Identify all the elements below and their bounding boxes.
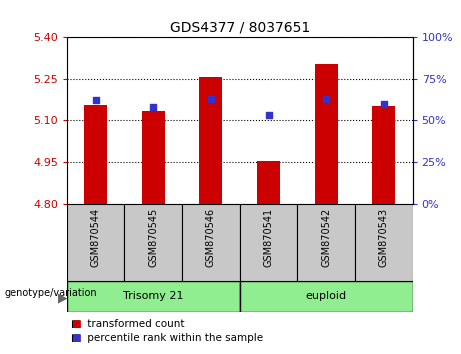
Point: [92, 98, 99, 103]
Bar: [67, 281, 240, 312]
Text: Trisomy 21: Trisomy 21: [123, 291, 183, 302]
Bar: [84, 105, 107, 204]
Point: [322, 96, 330, 102]
Point: [265, 113, 272, 118]
Bar: [257, 161, 280, 204]
Bar: [240, 204, 297, 281]
Bar: [124, 204, 182, 281]
Bar: [297, 204, 355, 281]
Text: GSM870543: GSM870543: [379, 207, 389, 267]
Point: [149, 104, 157, 110]
Text: GSM870542: GSM870542: [321, 207, 331, 267]
Point: [380, 101, 387, 107]
Bar: [240, 281, 413, 312]
Text: ▶: ▶: [59, 292, 68, 305]
Text: ■  transformed count: ■ transformed count: [71, 319, 185, 329]
Bar: [67, 204, 124, 281]
Bar: [355, 204, 413, 281]
Point: [207, 96, 214, 102]
Text: ■: ■: [71, 333, 81, 343]
Bar: [142, 111, 165, 204]
Text: GSM870545: GSM870545: [148, 207, 158, 267]
Text: genotype/variation: genotype/variation: [5, 288, 97, 298]
Text: GSM870544: GSM870544: [91, 207, 100, 267]
Bar: [372, 105, 396, 204]
Text: GSM870546: GSM870546: [206, 207, 216, 267]
Bar: [182, 204, 240, 281]
Text: ■  percentile rank within the sample: ■ percentile rank within the sample: [71, 333, 264, 343]
Bar: [314, 63, 337, 204]
Text: ■: ■: [71, 319, 81, 329]
Text: euploid: euploid: [306, 291, 347, 302]
Title: GDS4377 / 8037651: GDS4377 / 8037651: [170, 21, 310, 35]
Text: GSM870541: GSM870541: [264, 207, 273, 267]
Bar: [199, 76, 222, 204]
